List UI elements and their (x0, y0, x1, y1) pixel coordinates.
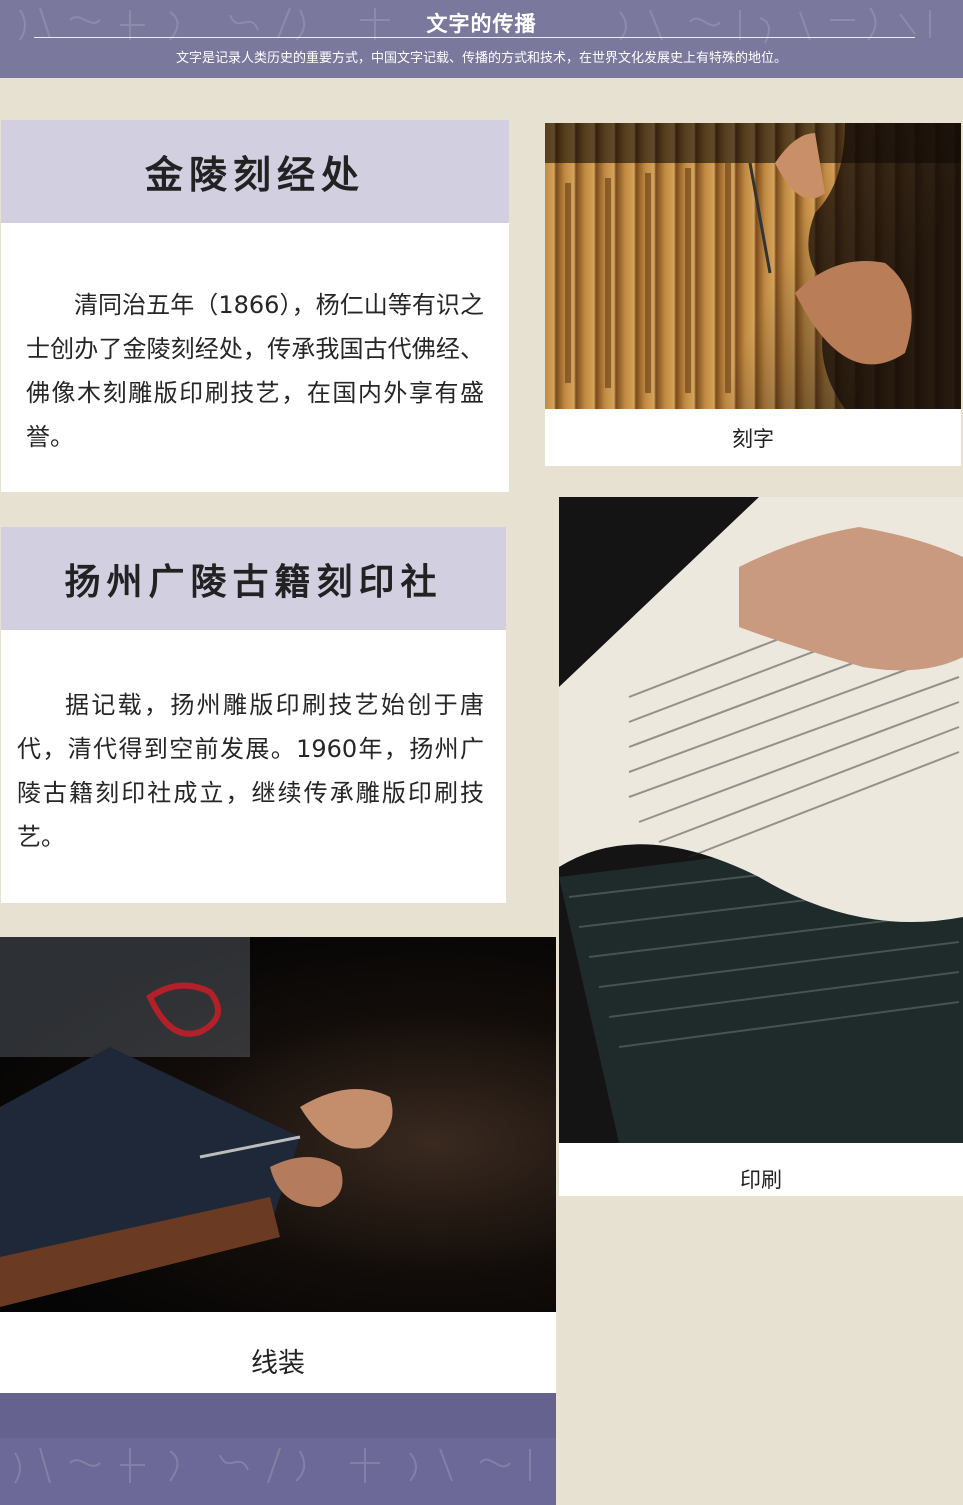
section-title: 扬州广陵古籍刻印社 (64, 560, 443, 603)
section-body: 清同治五年（1866），杨仁山等有识之士创办了金陵刻经处，传承我国古代佛经、佛像… (26, 291, 484, 451)
section-title-bar: 扬州广陵古籍刻印社 (1, 527, 506, 630)
page-header: 文字的传播 文字是记录人类历史的重要方式，中国文字记载、传播的方式和技术，在世界… (0, 0, 963, 78)
page-title: 文字的传播 (426, 12, 537, 36)
carving-hands-illustration (545, 123, 961, 409)
section-card-jinling: 金陵刻经处 清同治五年（1866），杨仁山等有识之士创办了金陵刻经处，传承我国古… (1, 120, 509, 492)
binding-hands-illustration (0, 937, 393, 1307)
title-divider (34, 37, 915, 38)
photo-caption: 印刷 (740, 1168, 782, 1192)
section-card-guangling: 扬州广陵古籍刻印社 据记载，扬州雕版印刷技艺始创于唐代，清代得到空前发展。196… (1, 527, 506, 903)
header-pattern (0, 0, 963, 78)
page-subtitle: 文字是记录人类历史的重要方式，中国文字记载、传播的方式和技术，在世界文化发展史上… (175, 51, 787, 66)
photo-card-carving: 刻字 (545, 123, 961, 466)
photo-caption: 刻字 (732, 427, 774, 451)
page-footer (0, 1393, 556, 1505)
section-body: 据记载，扬州雕版印刷技艺始创于唐代，清代得到空前发展。1960年，扬州广陵古籍刻… (17, 691, 484, 851)
ancient-script-pattern (14, 1447, 531, 1484)
carving-photo (545, 123, 961, 409)
photo-caption: 线装 (251, 1348, 305, 1379)
printing-photo (559, 497, 963, 1143)
photo-card-binding: 线装 (0, 937, 556, 1393)
ancient-script-pattern (19, 7, 931, 44)
section-title: 金陵刻经处 (144, 152, 365, 197)
printing-page-illustration (559, 497, 963, 1143)
section-title-bar: 金陵刻经处 (1, 120, 509, 223)
photo-card-printing: 印刷 (559, 497, 963, 1196)
binding-photo (0, 937, 556, 1312)
footer-strip (0, 1393, 556, 1438)
